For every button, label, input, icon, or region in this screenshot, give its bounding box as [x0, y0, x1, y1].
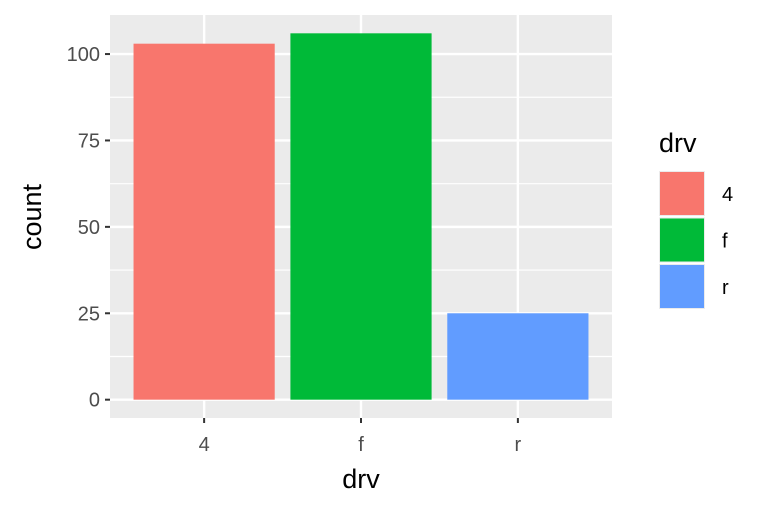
x-tick-label: f	[358, 434, 364, 456]
bar-f	[290, 33, 432, 400]
y-tick-label: 25	[78, 303, 100, 325]
bars	[133, 33, 589, 400]
x-tick-label: 4	[199, 434, 210, 456]
x-tick-label: r	[515, 434, 522, 456]
legend-label: r	[722, 277, 729, 299]
legend-title: drv	[659, 128, 697, 158]
x-axis-title: drv	[342, 464, 380, 494]
y-tick-label: 0	[89, 390, 100, 412]
legend-key-f	[660, 218, 704, 262]
legend: drv 4 f r	[659, 128, 733, 309]
y-tick-label: 100	[67, 44, 100, 66]
y-tick-label: 75	[78, 130, 100, 152]
x-axis: 4 f r	[199, 418, 522, 456]
legend-key-4	[660, 172, 704, 215]
y-axis-title: count	[17, 183, 47, 250]
legend-label: 4	[722, 184, 733, 206]
legend-key-r	[660, 265, 704, 308]
bar-4	[133, 43, 275, 400]
bar-r	[447, 313, 589, 400]
y-axis: 0 25 50 75 100	[67, 44, 110, 412]
legend-label: f	[722, 231, 728, 253]
y-tick-label: 50	[78, 217, 100, 239]
